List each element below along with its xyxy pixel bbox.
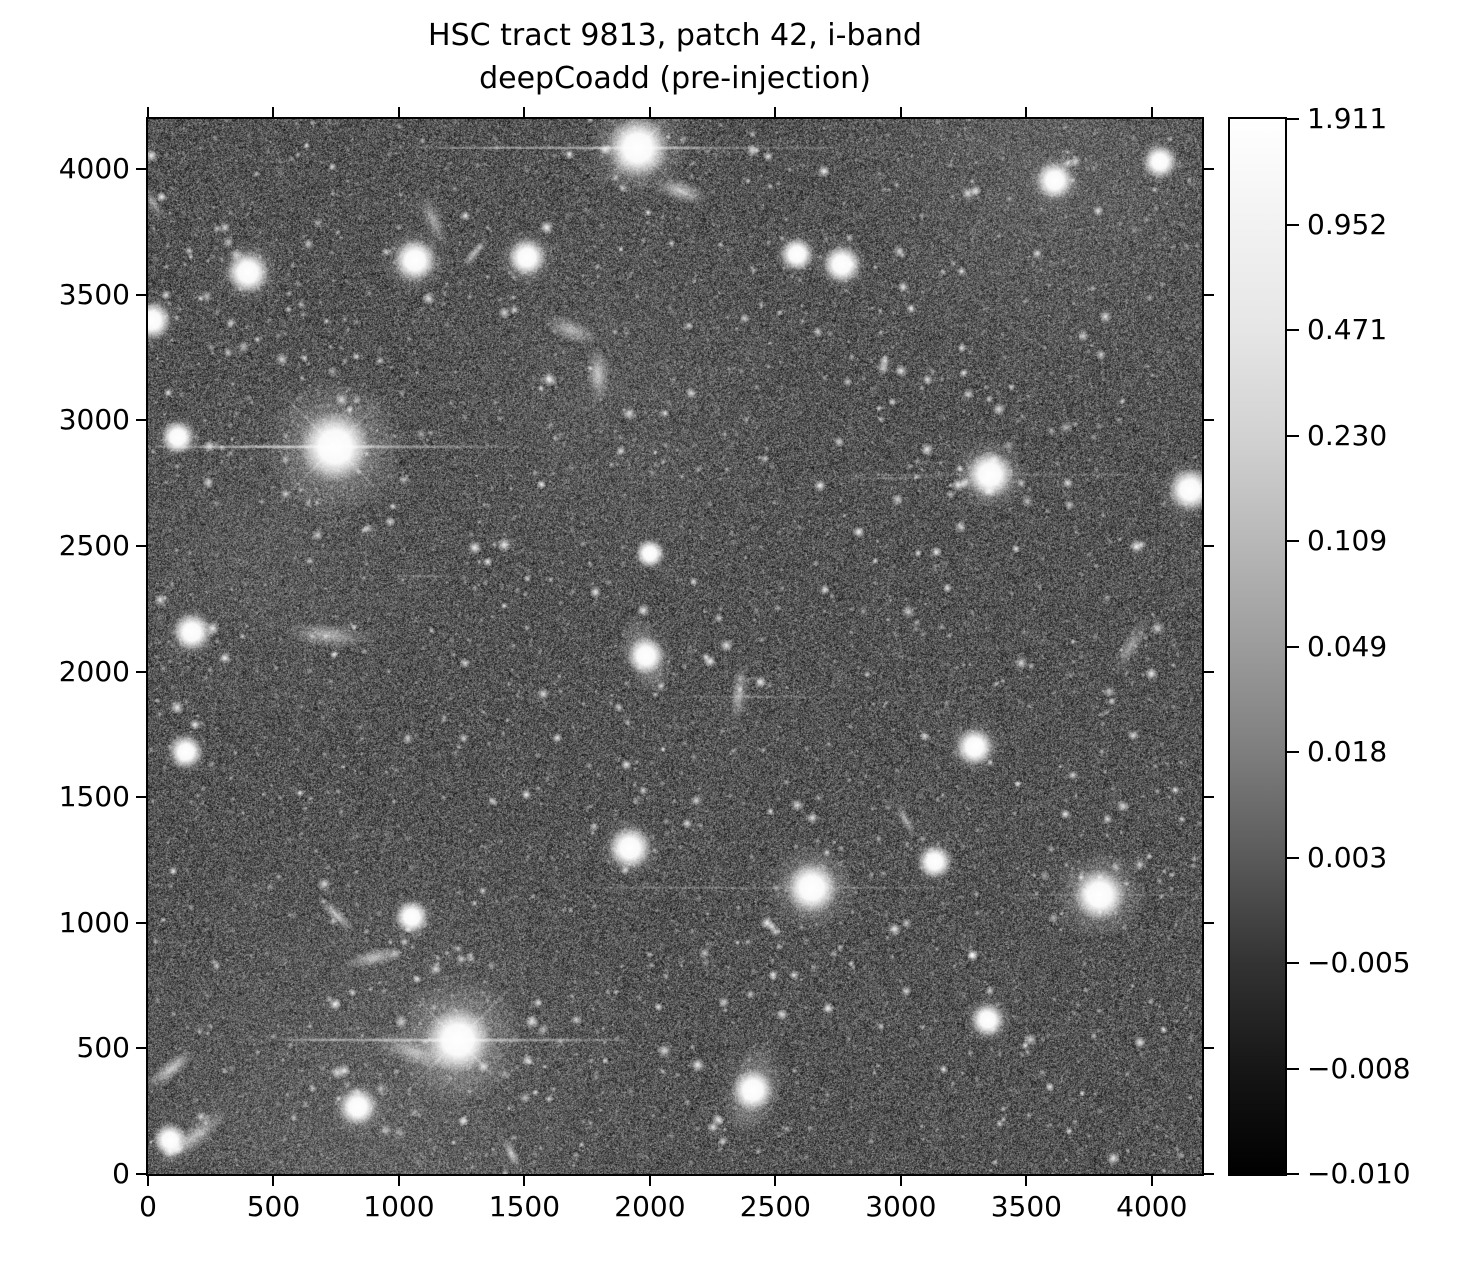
colorbar-tick bbox=[1287, 223, 1299, 226]
y-axis-tick bbox=[136, 1173, 146, 1175]
y-axis-tick-label: 500 bbox=[76, 1031, 130, 1065]
y-axis-tick-label: 0 bbox=[112, 1157, 130, 1190]
y-axis-right-tick bbox=[1204, 168, 1214, 171]
colorbar-tick-label: −0.008 bbox=[1307, 1051, 1411, 1085]
y-axis-right-tick bbox=[1204, 545, 1214, 548]
y-axis-right-tick bbox=[1204, 293, 1214, 296]
x-axis-top-tick bbox=[397, 107, 400, 117]
colorbar-tick bbox=[1287, 329, 1299, 331]
y-axis-tick bbox=[136, 419, 146, 422]
y-axis-tick-label: 3000 bbox=[58, 403, 130, 437]
y-axis-tick bbox=[136, 1047, 146, 1050]
x-axis-tick-label: 3500 bbox=[990, 1190, 1062, 1223]
x-axis-top-tick bbox=[1025, 107, 1028, 117]
y-axis-tick-label: 1000 bbox=[58, 905, 130, 939]
colorbar-tick bbox=[1287, 118, 1299, 120]
figure-title-line2: deepCoadd (pre-injection) bbox=[479, 61, 871, 96]
colorbar-tick bbox=[1287, 856, 1299, 859]
x-axis-tick bbox=[1025, 1176, 1028, 1186]
star-field-image bbox=[148, 119, 1202, 1174]
colorbar-tick bbox=[1287, 1173, 1299, 1175]
colorbar bbox=[1228, 117, 1287, 1176]
y-axis-tick bbox=[136, 670, 146, 673]
y-axis-tick-label: 4000 bbox=[58, 152, 130, 186]
x-axis-top-tick bbox=[774, 107, 777, 117]
figure-title: HSC tract 9813, patch 42, i-band deepCoa… bbox=[148, 14, 1202, 100]
x-axis-tick-label: 0 bbox=[139, 1190, 157, 1223]
colorbar-tick-label: −0.010 bbox=[1307, 1157, 1411, 1190]
colorbar-tick-label: −0.005 bbox=[1307, 946, 1411, 979]
y-axis-tick-label: 2000 bbox=[58, 654, 130, 688]
x-axis-tick-label: 2000 bbox=[614, 1190, 686, 1223]
x-axis-tick bbox=[523, 1176, 526, 1186]
x-axis-tick-label: 500 bbox=[246, 1190, 301, 1223]
colorbar-tick-label: 0.471 bbox=[1307, 313, 1388, 346]
y-axis-right-tick bbox=[1204, 796, 1214, 799]
x-axis-tick bbox=[774, 1176, 777, 1186]
x-axis-top-tick bbox=[648, 107, 651, 117]
x-axis-tick-label: 4000 bbox=[1116, 1190, 1188, 1223]
y-axis-tick bbox=[136, 921, 146, 924]
colorbar-tick-label: 0.049 bbox=[1307, 629, 1388, 663]
x-axis-tick bbox=[147, 1176, 149, 1186]
y-axis-right-tick bbox=[1204, 670, 1214, 673]
x-axis-tick bbox=[397, 1176, 400, 1186]
x-axis-tick bbox=[272, 1176, 275, 1186]
y-axis-tick bbox=[136, 293, 146, 296]
y-axis-tick-label: 2500 bbox=[58, 529, 130, 563]
x-axis-top-tick bbox=[523, 107, 526, 117]
y-axis-tick-label: 3500 bbox=[58, 277, 130, 311]
x-axis-top-tick bbox=[147, 107, 149, 117]
figure-title-line1: HSC tract 9813, patch 42, i-band bbox=[428, 18, 922, 53]
colorbar-tick bbox=[1287, 1067, 1299, 1070]
x-axis-tick bbox=[648, 1176, 651, 1186]
x-axis-tick bbox=[1150, 1176, 1153, 1186]
x-axis-tick-label: 1000 bbox=[363, 1190, 435, 1223]
x-axis-tick-label: 1500 bbox=[488, 1190, 561, 1223]
y-axis-right-tick bbox=[1204, 921, 1214, 924]
colorbar-tick-label: 0.109 bbox=[1307, 524, 1388, 557]
x-axis-tick-label: 2500 bbox=[739, 1190, 811, 1223]
y-axis-tick bbox=[136, 545, 146, 548]
x-axis-tick-label: 3000 bbox=[865, 1190, 937, 1223]
colorbar-tick-label: 0.230 bbox=[1307, 418, 1388, 452]
colorbar-tick bbox=[1287, 645, 1299, 648]
x-axis-top-tick bbox=[1150, 107, 1153, 117]
plot-area bbox=[146, 117, 1204, 1176]
y-axis-tick-label: 1500 bbox=[58, 780, 130, 814]
y-axis-right-tick bbox=[1204, 1173, 1214, 1175]
colorbar-tick bbox=[1287, 540, 1299, 542]
y-axis-right-tick bbox=[1204, 419, 1214, 422]
colorbar-tick bbox=[1287, 962, 1299, 964]
colorbar-tick bbox=[1287, 751, 1299, 753]
colorbar-tick bbox=[1287, 434, 1299, 437]
y-axis-tick bbox=[136, 796, 146, 799]
x-axis-top-tick bbox=[272, 107, 275, 117]
x-axis-tick bbox=[899, 1176, 902, 1186]
x-axis-top-tick bbox=[899, 107, 902, 117]
y-axis-right-tick bbox=[1204, 1047, 1214, 1050]
colorbar-tick-label: 0.018 bbox=[1307, 735, 1388, 768]
colorbar-tick-label: 0.952 bbox=[1307, 207, 1388, 241]
y-axis-tick bbox=[136, 168, 146, 171]
colorbar-tick-label: 0.003 bbox=[1307, 840, 1388, 874]
colorbar-tick-label: 1.911 bbox=[1307, 102, 1388, 135]
